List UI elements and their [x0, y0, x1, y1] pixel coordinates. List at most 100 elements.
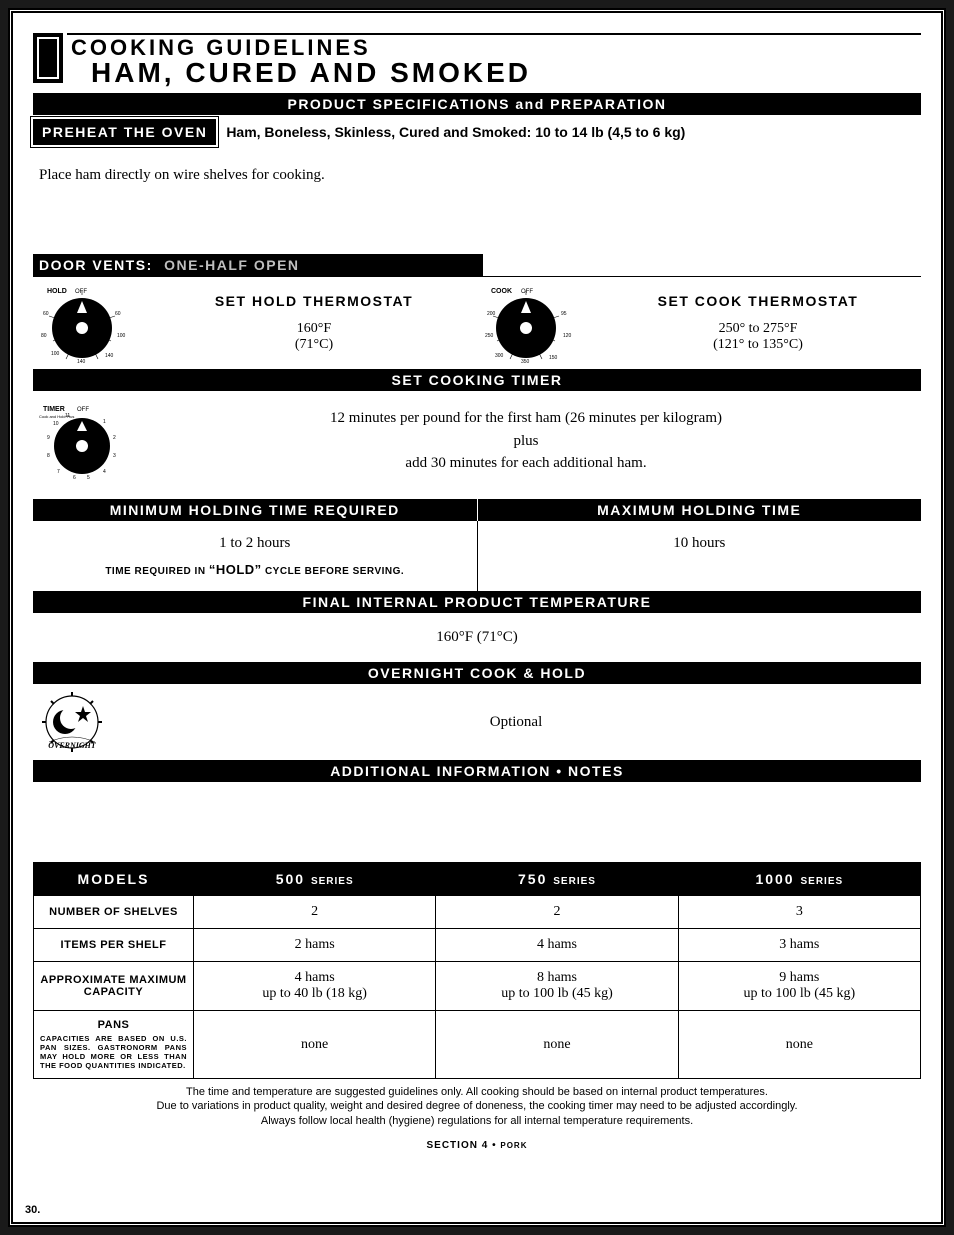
- preheat-label: PREHEAT THE OVEN: [33, 119, 216, 145]
- table-header-row: MODELS 500 SERIES 750 SERIES 1000 SERIES: [34, 863, 921, 896]
- svg-text:2: 2: [113, 435, 116, 441]
- max-hold-cell: 10 hours: [478, 521, 922, 591]
- series-1000-header: 1000 SERIES: [678, 863, 920, 896]
- overnight-value: Optional: [115, 714, 917, 731]
- overnight-icon: OVERNIGHT: [37, 692, 107, 752]
- disclaimer-l2: Due to variations in product quality, we…: [43, 1099, 911, 1113]
- svg-text:OFF: OFF: [77, 407, 89, 413]
- svg-text:300: 300: [495, 353, 504, 359]
- svg-text:350: 350: [521, 359, 530, 363]
- final-temp-value: 160°F (71°C): [33, 613, 921, 662]
- svg-text:OVERNIGHT: OVERNIGHT: [48, 741, 97, 750]
- overnight-header: OVERNIGHT COOK & HOLD: [33, 662, 921, 684]
- row-label: ITEMS PER SHELF: [34, 929, 194, 962]
- title-text: COOKING GUIDELINES HAM, CURED AND SMOKED: [67, 33, 921, 89]
- hold-thermo-info: SET HOLD THERMOSTAT 160°F (71°C): [155, 293, 473, 353]
- holding-header-row: MINIMUM HOLDING TIME REQUIRED MAXIMUM HO…: [33, 499, 921, 521]
- svg-text:7: 7: [57, 469, 60, 475]
- table-row: ITEMS PER SHELF2 hams4 hams3 hams: [34, 929, 921, 962]
- svg-text:140: 140: [77, 359, 86, 363]
- svg-text:10: 10: [53, 421, 59, 427]
- hold-dial-icon: HOLD OFF 6060 80100 100140 140: [37, 283, 147, 363]
- min-hold-note: TIME REQUIRED IN “HOLD” CYCLE BEFORE SER…: [39, 562, 471, 577]
- thermostat-row: HOLD OFF 6060 80100 100140 140: [33, 276, 921, 369]
- table-row: NUMBER OF SHELVES223: [34, 896, 921, 929]
- cook-thermo-value-c: (121° to 135°C): [599, 337, 917, 353]
- svg-text:3: 3: [113, 453, 116, 459]
- hold-thermo-cell: HOLD OFF 6060 80100 100140 140: [33, 277, 477, 369]
- svg-text:4: 4: [103, 469, 106, 475]
- table-cell: 4 hamsup to 40 lb (18 kg): [194, 962, 436, 1011]
- product-name: HAM, CURED AND SMOKED: [91, 57, 921, 89]
- row-label: APPROXIMATE MAXIMUM CAPACITY: [34, 962, 194, 1011]
- svg-text:200: 200: [487, 311, 496, 317]
- timer-line-2: plus: [135, 430, 917, 453]
- cook-thermo-cell: COOK OFF 20095 250120 300150 350: [477, 277, 921, 369]
- overnight-row: OVERNIGHT Optional: [33, 684, 921, 760]
- table-cell: none: [194, 1011, 436, 1079]
- svg-text:6: 6: [73, 475, 76, 481]
- svg-text:OFF: OFF: [75, 289, 87, 295]
- series-750-header: 750 SERIES: [436, 863, 678, 896]
- min-hold-value: 1 to 2 hours: [39, 535, 471, 552]
- cook-thermo-value-f: 250° to 275°F: [599, 321, 917, 337]
- row-sublabel: CAPACITIES ARE BASED ON U.S. PAN SIZES. …: [40, 1034, 187, 1070]
- svg-text:250: 250: [485, 333, 494, 339]
- footer-section: SECTION 4 • PORK: [33, 1140, 921, 1151]
- timer-row: TIMER OFF Cook and Hold Plus 12 34 56 78…: [33, 391, 921, 499]
- disclaimer-l3: Always follow local health (hygiene) reg…: [43, 1114, 911, 1128]
- holding-values-row: 1 to 2 hours TIME REQUIRED IN “HOLD” CYC…: [33, 521, 921, 591]
- table-cell: 9 hamsup to 100 lb (45 kg): [678, 962, 920, 1011]
- final-temp-header: FINAL INTERNAL PRODUCT TEMPERATURE: [33, 591, 921, 613]
- timer-text: 12 minutes per pound for the first ham (…: [135, 407, 917, 475]
- timer-line-3: add 30 minutes for each additional ham.: [135, 452, 917, 475]
- table-cell: 2 hams: [194, 929, 436, 962]
- row-label: PANSCAPACITIES ARE BASED ON U.S. PAN SIZ…: [34, 1011, 194, 1079]
- table-row: PANSCAPACITIES ARE BASED ON U.S. PAN SIZ…: [34, 1011, 921, 1079]
- svg-text:11: 11: [65, 413, 70, 419]
- product-spec-text: Ham, Boneless, Skinless, Cured and Smoke…: [226, 124, 685, 140]
- min-hold-note-quoted: “HOLD”: [209, 562, 262, 577]
- disclaimer-l1: The time and temperature are suggested g…: [43, 1085, 911, 1099]
- min-hold-note-pre: TIME REQUIRED IN: [105, 566, 209, 577]
- svg-text:TIMER: TIMER: [43, 406, 65, 413]
- min-hold-note-post: CYCLE BEFORE SERVING.: [262, 566, 405, 577]
- svg-text:8: 8: [47, 453, 50, 459]
- svg-text:1: 1: [103, 419, 106, 425]
- cook-thermo-info: SET COOK THERMOSTAT 250° to 275°F (121° …: [599, 293, 917, 353]
- svg-text:HOLD: HOLD: [47, 288, 67, 295]
- models-table: MODELS 500 SERIES 750 SERIES 1000 SERIES…: [33, 862, 921, 1079]
- title-block: COOKING GUIDELINES HAM, CURED AND SMOKED: [33, 33, 921, 89]
- table-row: APPROXIMATE MAXIMUM CAPACITY4 hamsup to …: [34, 962, 921, 1011]
- timer-header-bar: SET COOKING TIMER: [33, 369, 921, 391]
- door-vents-value: ONE-HALF OPEN: [164, 257, 299, 273]
- preheat-row: PREHEAT THE OVEN Ham, Boneless, Skinless…: [33, 115, 921, 149]
- svg-text:80: 80: [41, 333, 47, 339]
- page-number: 30.: [25, 1204, 40, 1216]
- table-cell: 3: [678, 896, 920, 929]
- svg-text:150: 150: [549, 355, 558, 361]
- table-cell: none: [436, 1011, 678, 1079]
- svg-text:120: 120: [563, 333, 572, 339]
- cook-dial-icon: COOK OFF 20095 250120 300150 350: [481, 283, 591, 363]
- table-cell: 2: [436, 896, 678, 929]
- title-bar: COOKING GUIDELINES HAM, CURED AND SMOKED: [33, 33, 921, 89]
- svg-text:100: 100: [51, 351, 60, 357]
- table-cell: 2: [194, 896, 436, 929]
- svg-text:5: 5: [87, 475, 90, 481]
- timer-line-1: 12 minutes per pound for the first ham (…: [135, 407, 917, 430]
- min-hold-header: MINIMUM HOLDING TIME REQUIRED: [33, 499, 478, 521]
- series-500-header: 500 SERIES: [194, 863, 436, 896]
- hold-thermo-value-c: (71°C): [155, 337, 473, 353]
- notes-space: [33, 782, 921, 862]
- door-vents-bar: DOOR VENTS: ONE-HALF OPEN: [33, 254, 921, 276]
- row-label: NUMBER OF SHELVES: [34, 896, 194, 929]
- table-cell: 8 hamsup to 100 lb (45 kg): [436, 962, 678, 1011]
- hold-thermo-value-f: 160°F: [155, 321, 473, 337]
- cook-thermo-heading: SET COOK THERMOSTAT: [599, 293, 917, 309]
- footer-section-name: PORK: [500, 1141, 527, 1150]
- footer-section-label: SECTION 4 •: [427, 1140, 501, 1151]
- hold-thermo-heading: SET HOLD THERMOSTAT: [155, 293, 473, 309]
- table-cell: 4 hams: [436, 929, 678, 962]
- page: COOKING GUIDELINES HAM, CURED AND SMOKED…: [8, 8, 946, 1227]
